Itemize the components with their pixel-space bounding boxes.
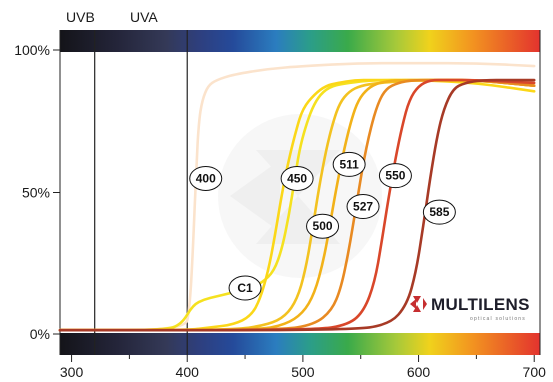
curve-527	[58, 78, 536, 332]
curve-label-400: 400	[189, 165, 223, 191]
multilens-mark-icon	[410, 296, 427, 312]
curve-label-ellipse	[306, 213, 340, 239]
curve-label-550: 550	[378, 163, 412, 189]
curve-C1	[58, 78, 536, 332]
curve-label-text: 550	[385, 169, 405, 183]
curve-label-527: 527	[346, 194, 380, 220]
curve-label-ellipse	[422, 199, 456, 225]
brand-name: MULTILENS	[431, 295, 530, 314]
curve-label-text: C1	[237, 281, 253, 295]
brand-tagline: optical solutions	[470, 316, 526, 322]
y-tick-label: 50%	[22, 185, 50, 201]
curve-585	[58, 78, 536, 332]
spectrum-bar-top	[60, 30, 540, 52]
x-tick-label: 600	[407, 364, 431, 380]
curve-label-ellipse	[346, 194, 380, 220]
curve-label-ellipse	[332, 151, 366, 177]
curve-label-text: 500	[313, 219, 333, 233]
y-tick-label: 0%	[30, 326, 50, 342]
band-label-uvb: UVB	[66, 9, 95, 25]
curve-label-text: 585	[429, 205, 449, 219]
curve-label-450: 450	[280, 165, 314, 191]
curve-label-C1: C1	[228, 275, 262, 301]
curve-450	[58, 78, 536, 332]
x-tick-label: 300	[60, 364, 84, 380]
curve-label-ellipse	[378, 163, 412, 189]
x-tick-label: 400	[176, 364, 200, 380]
curve-label-text: 400	[196, 171, 216, 185]
curve-label-511: 511	[332, 151, 366, 177]
x-tick-label: 700	[523, 364, 547, 380]
curve-label-text: 527	[353, 200, 373, 214]
band-label-uva: UVA	[130, 9, 158, 25]
curve-label-585: 585	[422, 199, 456, 225]
curve-label-ellipse	[189, 165, 223, 191]
curve-label-ellipse	[280, 165, 314, 191]
curve-label-500: 500	[306, 213, 340, 239]
curve-label-text: 511	[339, 157, 359, 171]
curve-400	[58, 61, 536, 332]
multilens-logo: MULTILENS optical solutions	[410, 295, 530, 322]
curve-label-ellipse	[228, 275, 262, 301]
spectrum-bar-bottom	[60, 333, 540, 355]
curve-label-text: 450	[287, 171, 307, 185]
y-tick-label: 100%	[14, 42, 50, 58]
x-tick-label: 500	[291, 364, 315, 380]
